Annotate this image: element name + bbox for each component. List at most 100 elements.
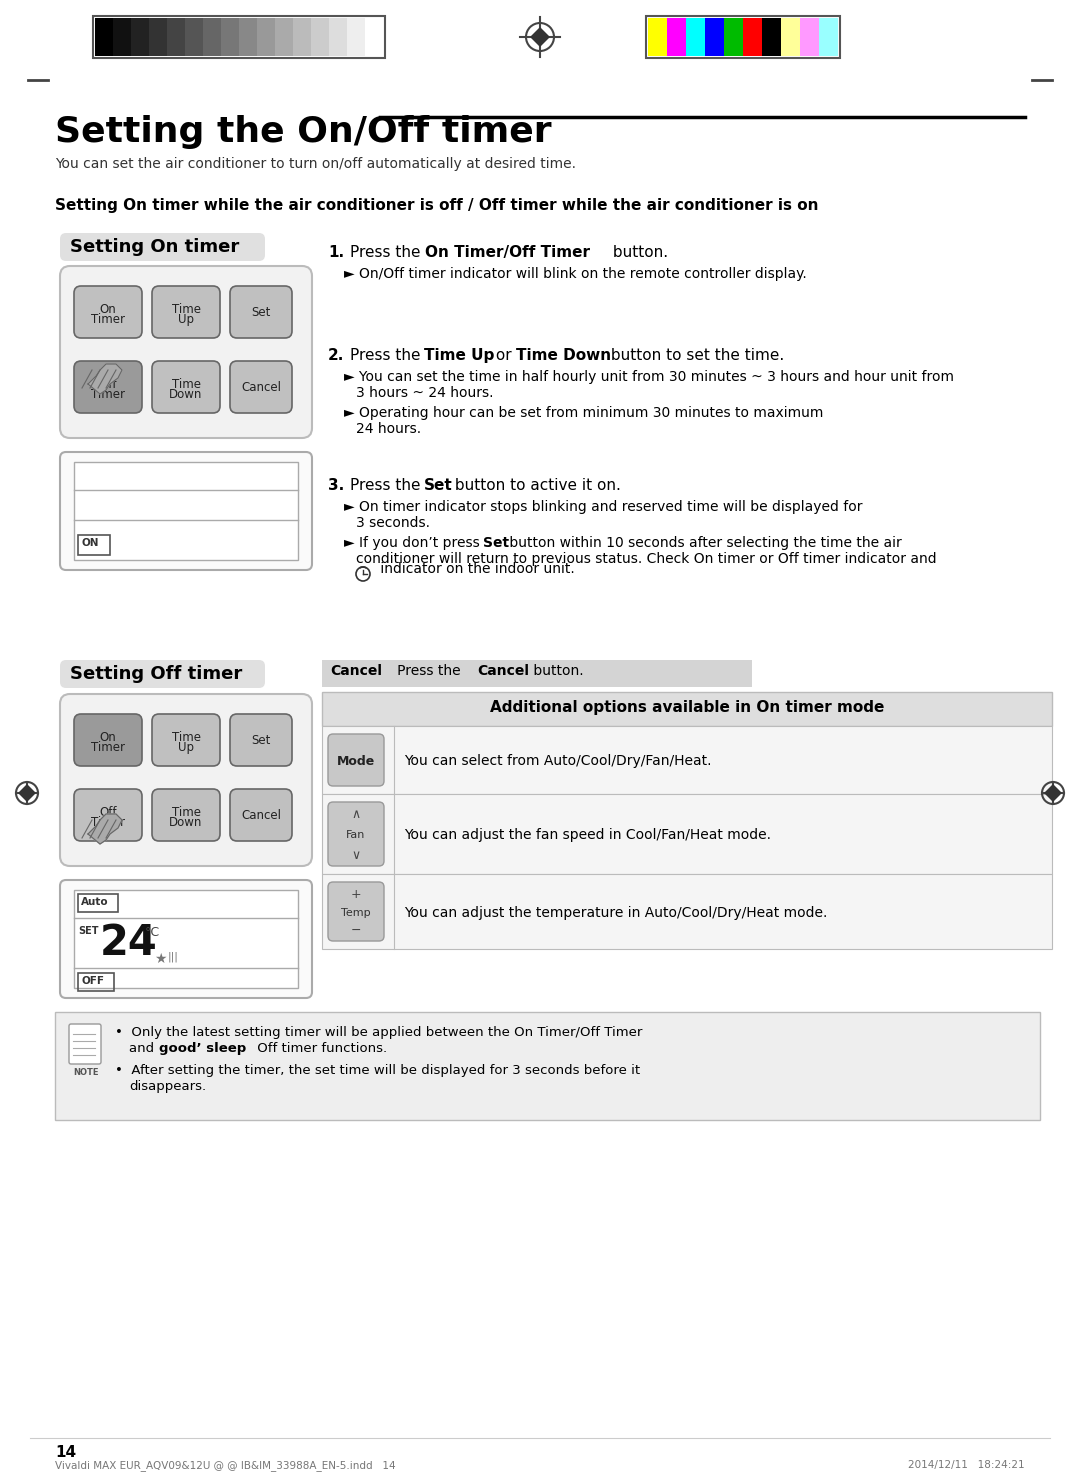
Text: Auto: Auto — [81, 897, 109, 906]
FancyBboxPatch shape — [230, 714, 292, 766]
Text: button to set the time.: button to set the time. — [606, 348, 784, 363]
Text: Press the: Press the — [350, 478, 426, 493]
Text: Off: Off — [99, 378, 117, 391]
Text: •  After setting the timer, the set time will be displayed for 3 seconds before : • After setting the timer, the set time … — [114, 1064, 640, 1077]
FancyBboxPatch shape — [152, 286, 220, 338]
Bar — [149, 18, 167, 56]
FancyBboxPatch shape — [60, 266, 312, 438]
Text: ► On timer indicator stops blinking and reserved time will be displayed for: ► On timer indicator stops blinking and … — [345, 500, 863, 514]
Text: ∨: ∨ — [351, 849, 361, 862]
Bar — [686, 18, 705, 56]
Text: You can adjust the temperature in Auto/Cool/Dry/Heat mode.: You can adjust the temperature in Auto/C… — [404, 905, 827, 920]
FancyBboxPatch shape — [60, 694, 312, 866]
Text: Down: Down — [170, 816, 203, 830]
Text: On: On — [99, 303, 117, 316]
Text: Timer: Timer — [91, 816, 125, 830]
Text: ► On/Off timer indicator will blink on the remote controller display.: ► On/Off timer indicator will blink on t… — [345, 267, 807, 280]
Text: ★: ★ — [154, 952, 166, 965]
Text: •  Only the latest setting timer will be applied between the On Timer/Off Timer: • Only the latest setting timer will be … — [114, 1026, 643, 1039]
Text: |||: ||| — [168, 952, 179, 962]
Text: and: and — [129, 1042, 159, 1055]
Text: On Timer/Off Timer: On Timer/Off Timer — [426, 245, 590, 260]
Text: Setting Off timer: Setting Off timer — [70, 666, 242, 683]
FancyBboxPatch shape — [152, 714, 220, 766]
Polygon shape — [87, 813, 122, 844]
Text: disappears.: disappears. — [129, 1080, 206, 1094]
Text: ► If you don’t press: ► If you don’t press — [345, 536, 484, 551]
FancyBboxPatch shape — [230, 790, 292, 841]
Text: ∧: ∧ — [351, 807, 361, 821]
Text: Up: Up — [178, 313, 194, 326]
Bar — [781, 18, 800, 56]
Text: °C: °C — [145, 925, 160, 939]
Bar — [75, 890, 298, 987]
Bar — [257, 18, 275, 56]
Text: Cancel: Cancel — [241, 809, 281, 822]
Bar — [78, 973, 114, 990]
FancyBboxPatch shape — [60, 660, 265, 688]
Bar — [167, 18, 185, 56]
Bar — [322, 794, 1052, 874]
Bar — [311, 18, 329, 56]
FancyBboxPatch shape — [152, 362, 220, 413]
Bar — [322, 726, 1052, 794]
Bar — [724, 18, 743, 56]
Bar — [203, 18, 221, 56]
Bar — [667, 18, 686, 56]
Text: Additional options available in On timer mode: Additional options available in On timer… — [490, 700, 885, 714]
Text: Set: Set — [424, 478, 453, 493]
FancyBboxPatch shape — [69, 1024, 102, 1064]
Bar — [185, 18, 203, 56]
Bar — [75, 462, 298, 559]
Text: indicator on the indoor unit.: indicator on the indoor unit. — [376, 562, 575, 576]
Bar — [239, 18, 257, 56]
Text: You can select from Auto/Cool/Dry/Fan/Heat.: You can select from Auto/Cool/Dry/Fan/He… — [404, 754, 712, 768]
Bar — [705, 18, 724, 56]
Text: or: or — [491, 348, 516, 363]
Bar — [322, 692, 1052, 726]
Polygon shape — [531, 28, 549, 46]
Text: 24: 24 — [100, 922, 158, 964]
Bar — [347, 18, 365, 56]
Text: Time: Time — [172, 378, 201, 391]
Bar — [365, 18, 383, 56]
Bar — [819, 18, 838, 56]
Bar — [293, 18, 311, 56]
Text: ON: ON — [82, 537, 99, 548]
Text: ► You can set the time in half hourly unit from 30 minutes ~ 3 hours and hour un: ► You can set the time in half hourly un… — [345, 370, 954, 384]
Bar — [93, 16, 384, 58]
Text: Setting On timer: Setting On timer — [70, 238, 240, 255]
Polygon shape — [1045, 785, 1061, 801]
Bar — [648, 18, 667, 56]
Text: −: − — [351, 924, 361, 937]
Bar — [131, 18, 149, 56]
Bar — [762, 18, 781, 56]
FancyBboxPatch shape — [328, 734, 384, 787]
Bar — [78, 894, 118, 912]
Text: Vivaldi MAX EUR_AQV09&12U @ @ IB&IM_33988A_EN-5.indd   14: Vivaldi MAX EUR_AQV09&12U @ @ IB&IM_3398… — [55, 1460, 395, 1472]
Text: Time: Time — [172, 731, 201, 744]
FancyBboxPatch shape — [75, 790, 141, 841]
Text: 1.: 1. — [328, 245, 345, 260]
Bar — [55, 1013, 1040, 1120]
Bar — [78, 534, 110, 555]
Bar — [329, 18, 347, 56]
Text: You can adjust the fan speed in Cool/Fan/Heat mode.: You can adjust the fan speed in Cool/Fan… — [404, 828, 771, 841]
Bar — [743, 18, 762, 56]
Text: button.: button. — [608, 245, 669, 260]
Text: +: + — [351, 889, 362, 900]
FancyBboxPatch shape — [60, 233, 265, 261]
Bar — [646, 16, 840, 58]
Text: Cancel: Cancel — [330, 664, 382, 677]
Text: Time Down: Time Down — [516, 348, 611, 363]
Text: Time Up: Time Up — [424, 348, 495, 363]
Polygon shape — [87, 365, 122, 394]
Text: Time: Time — [172, 806, 201, 819]
FancyBboxPatch shape — [60, 880, 312, 998]
Bar — [113, 18, 131, 56]
Text: Cancel: Cancel — [477, 664, 529, 677]
Bar — [95, 18, 113, 56]
Text: Mode: Mode — [337, 756, 375, 768]
Text: good’ sleep: good’ sleep — [159, 1042, 246, 1055]
Text: Setting On timer while the air conditioner is off / Off timer while the air cond: Setting On timer while the air condition… — [55, 198, 819, 213]
